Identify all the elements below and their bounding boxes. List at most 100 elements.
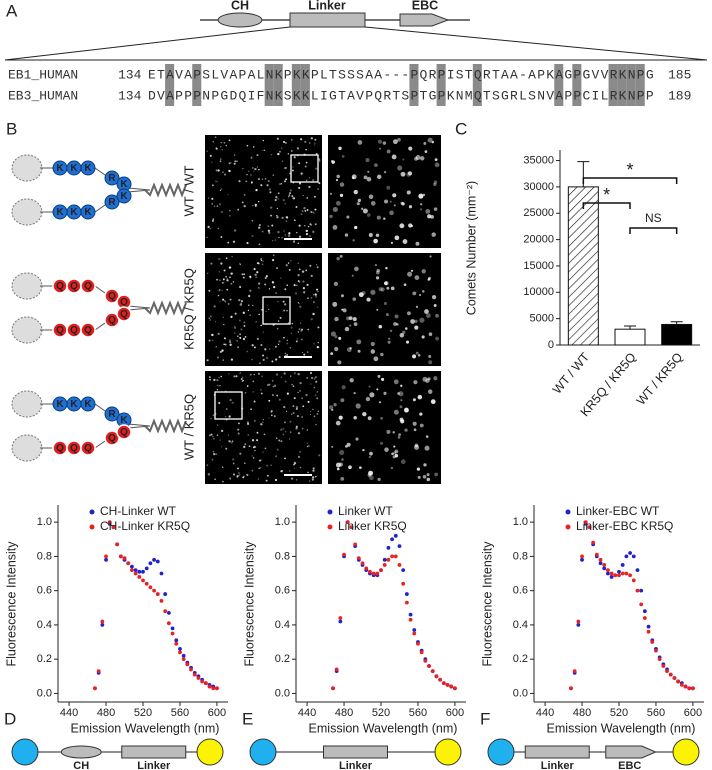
- speck: [435, 336, 440, 341]
- speck: [303, 291, 306, 294]
- speck: [221, 349, 224, 352]
- data-point: [200, 679, 205, 684]
- speck: [212, 141, 214, 143]
- speck: [310, 137, 313, 140]
- speck: [293, 156, 296, 159]
- residue-label: Q: [108, 291, 116, 302]
- speck: [250, 157, 252, 159]
- speck: [422, 290, 425, 293]
- speck: [219, 439, 221, 441]
- speck: [419, 412, 423, 416]
- speck: [216, 181, 218, 183]
- data-point: [196, 676, 201, 680]
- speck: [351, 274, 354, 277]
- speck: [332, 206, 338, 213]
- speck: [291, 150, 293, 152]
- residue-label: K: [70, 399, 78, 410]
- speck: [223, 299, 226, 302]
- speck: [219, 279, 221, 281]
- speck: [243, 321, 246, 324]
- speck: [244, 391, 247, 394]
- speck: [271, 360, 274, 363]
- speck: [283, 406, 286, 409]
- speck: [286, 309, 288, 312]
- residue-label: K: [84, 399, 92, 410]
- speck: [217, 294, 220, 297]
- speck: [384, 281, 388, 286]
- ch-structure: [11, 390, 43, 418]
- speck: [302, 287, 305, 290]
- y-tick-label: 0.0: [513, 687, 528, 699]
- data-point: [642, 616, 647, 620]
- domain-label: EBC: [412, 0, 438, 12]
- speck: [268, 288, 271, 290]
- speck: [268, 188, 272, 191]
- data-point: [338, 619, 343, 624]
- speck: [271, 258, 275, 262]
- legend-label: Linker-EBC WT: [576, 504, 660, 518]
- speck: [422, 474, 427, 479]
- speck: [305, 161, 308, 164]
- speck: [223, 269, 226, 272]
- speck: [282, 427, 285, 430]
- speck: [399, 223, 405, 229]
- residue-label: K: [56, 207, 64, 218]
- speck: [348, 465, 352, 470]
- speck: [330, 352, 334, 356]
- speck: [292, 197, 296, 200]
- speck: [265, 275, 268, 278]
- speck: [402, 158, 405, 161]
- data-point: [203, 681, 208, 686]
- speck: [250, 174, 252, 176]
- speck: [206, 464, 209, 466]
- speck: [306, 208, 309, 211]
- speck: [242, 476, 245, 479]
- speck: [237, 432, 240, 435]
- speck: [316, 346, 319, 348]
- speck: [431, 294, 437, 300]
- speck: [258, 178, 260, 181]
- residue: [104, 288, 120, 304]
- speck: [283, 309, 286, 312]
- acceptor: [196, 738, 224, 766]
- speck: [344, 326, 350, 332]
- speck: [229, 215, 231, 217]
- speck: [374, 264, 377, 267]
- protein-name: EB1_HUMAN: [8, 67, 78, 82]
- y-tick-label: 0: [548, 339, 554, 351]
- speck: [219, 160, 222, 162]
- x-tick-label: 480: [335, 707, 353, 719]
- speck: [414, 275, 420, 280]
- speck: [414, 319, 418, 323]
- speck: [273, 286, 276, 289]
- speck: [284, 167, 287, 170]
- data-point: [393, 533, 398, 538]
- speck: [310, 383, 312, 385]
- speck: [410, 269, 414, 272]
- y-tick-label: 0.6: [275, 585, 290, 597]
- data-point: [349, 525, 354, 530]
- speck: [273, 415, 276, 418]
- speck: [260, 184, 263, 187]
- speck: [334, 316, 339, 322]
- speck: [338, 146, 342, 151]
- speck: [336, 174, 340, 179]
- speck: [222, 466, 224, 468]
- legend-label: Linker KR5Q: [338, 519, 407, 533]
- speck: [260, 459, 262, 461]
- speck: [314, 142, 316, 144]
- speck: [278, 398, 281, 401]
- x-axis-title: Emission Wavelength (nm): [547, 721, 696, 735]
- data-point: [576, 619, 581, 624]
- data-point: [397, 563, 402, 567]
- speck: [426, 477, 430, 482]
- speck: [414, 325, 419, 330]
- residue: [104, 406, 120, 422]
- speck: [292, 412, 295, 415]
- construct-label: CH: [73, 760, 89, 770]
- speck: [218, 289, 221, 292]
- speck: [232, 281, 235, 283]
- data-point: [453, 686, 457, 691]
- speck: [274, 198, 277, 202]
- speck: [400, 399, 403, 402]
